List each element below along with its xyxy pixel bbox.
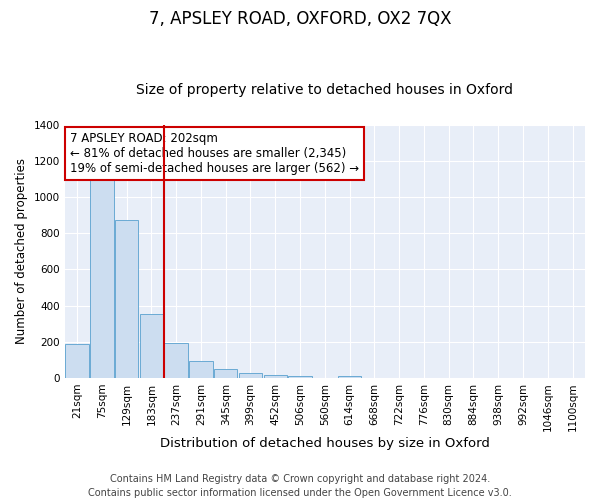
Text: Contains HM Land Registry data © Crown copyright and database right 2024.
Contai: Contains HM Land Registry data © Crown c… [88, 474, 512, 498]
Bar [239, 374, 262, 378]
X-axis label: Distribution of detached houses by size in Oxford: Distribution of detached houses by size … [160, 437, 490, 450]
Y-axis label: Number of detached properties: Number of detached properties [15, 158, 28, 344]
Bar [164, 342, 188, 378]
Text: 7, APSLEY ROAD, OXFORD, OX2 7QX: 7, APSLEY ROAD, OXFORD, OX2 7QX [149, 10, 451, 28]
Bar [189, 361, 213, 378]
Bar [338, 376, 361, 378]
Bar [288, 376, 312, 378]
Text: 7 APSLEY ROAD: 202sqm
← 81% of detached houses are smaller (2,345)
19% of semi-d: 7 APSLEY ROAD: 202sqm ← 81% of detached … [70, 132, 359, 175]
Bar [263, 375, 287, 378]
Title: Size of property relative to detached houses in Oxford: Size of property relative to detached ho… [136, 83, 514, 97]
Bar [65, 344, 89, 378]
Bar [115, 220, 139, 378]
Bar [140, 314, 163, 378]
Bar [214, 369, 238, 378]
Bar [90, 176, 113, 378]
